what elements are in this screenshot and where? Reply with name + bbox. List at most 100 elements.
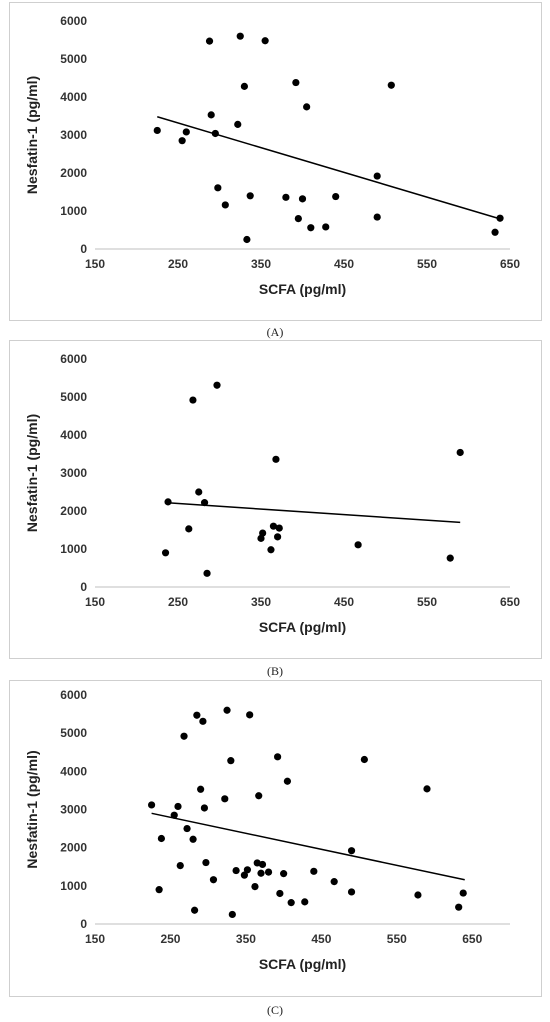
chart-c-data-point — [280, 870, 288, 878]
chart-c-data-point — [193, 711, 201, 719]
chart-a-data-point — [307, 224, 315, 232]
chart-a-y-tick-label: 3000 — [60, 128, 87, 142]
chart-a-data-point — [387, 81, 395, 89]
chart-c-x-tick-label: 150 — [85, 932, 105, 946]
chart-b-data-point — [446, 554, 454, 562]
chart-c-data-point — [228, 910, 236, 919]
chart-panel-a: 0 1000 2000 3000 4000 5000 6000 150 250 350 450 550… — [9, 2, 542, 321]
chart-b-y-tick-label: 3000 — [60, 466, 87, 480]
chart-b-y-axis-title: Nesfatin-1 (pg/ml) — [24, 414, 40, 532]
chart-b-data-point — [200, 499, 209, 507]
chart-c-data-point — [347, 847, 356, 855]
chart-a-data-point — [292, 78, 300, 87]
chart-panel-b: 0 1000 2000 3000 4000 5000 6000 150 250 350 450 550… — [9, 340, 542, 659]
chart-c-data-point — [264, 868, 273, 876]
chart-b-trendline — [165, 501, 461, 524]
chart-c-data-point — [276, 889, 284, 898]
chart-c-y-tick-label: 5000 — [60, 726, 87, 740]
chart-c-trendline — [151, 812, 465, 881]
chart-b-data-point — [267, 546, 275, 554]
chart-c-data-point — [147, 801, 156, 809]
chart-c-data-point — [243, 866, 252, 874]
chart-c-data-point — [183, 824, 191, 833]
chart-b-data-point — [195, 488, 203, 496]
chart-a-x-axis-title: SCFA (pg/ml) — [259, 281, 346, 297]
chart-c-data-point — [246, 711, 254, 719]
chart-a-y-tick-label: 2000 — [60, 166, 87, 180]
chart-c-data-point — [240, 871, 248, 879]
chart-c-data-point — [221, 795, 229, 803]
chart-a-data-point — [373, 213, 381, 221]
chart-b-x-tick-label: 650 — [500, 595, 520, 609]
scatter-chart-c: 0 1000 2000 3000 4000 5000 6000 150 250 350 450 550… — [24, 688, 510, 972]
chart-c-data-point — [189, 835, 197, 843]
chart-c-data-point — [274, 753, 282, 761]
chart-b-y-tick-label: 4000 — [60, 428, 87, 442]
chart-b-x-tick-label: 250 — [168, 595, 188, 609]
chart-a-data-point — [243, 235, 251, 244]
chart-b-x-tick-label: 350 — [251, 595, 271, 609]
chart-a-data-point — [221, 201, 229, 209]
chart-b-data-point — [274, 533, 282, 541]
chart-b-data-point — [269, 522, 278, 530]
chart-b-data-point — [203, 569, 211, 577]
chart-c-data-point — [257, 869, 265, 877]
caption-b: (B) — [267, 664, 283, 678]
chart-a-data-point — [207, 111, 215, 119]
chart-c-data-point — [283, 777, 292, 785]
chart-a-y-axis-title: Nesfatin-1 (pg/ml) — [24, 76, 40, 194]
chart-c-data-point — [251, 882, 259, 891]
chart-c-data-point — [347, 888, 356, 896]
chart-c-data-point — [414, 891, 422, 899]
chart-b-data-point — [354, 541, 362, 549]
chart-a-data-point — [298, 195, 307, 203]
chart-a-data-point — [491, 228, 499, 236]
chart-b-y-tick-label: 1000 — [60, 542, 87, 556]
chart-c-data-point — [227, 757, 235, 765]
chart-a-data-point — [246, 192, 254, 200]
chart-c-data-point — [459, 889, 467, 897]
chart-a-x-tick-label: 150 — [85, 257, 105, 271]
chart-a-data-point — [178, 137, 186, 145]
chart-b-data-point — [185, 525, 193, 533]
chart-b-x-tick-label: 150 — [85, 595, 105, 609]
chart-c-data-point — [155, 886, 163, 894]
chart-c-data-point — [202, 858, 210, 867]
chart-a-data-point — [322, 223, 330, 231]
scatter-chart-b: 0 1000 2000 3000 4000 5000 6000 150 250 350 450 550… — [24, 352, 520, 635]
chart-b-y-tick-label: 0 — [80, 580, 87, 594]
chart-c-data-point — [157, 834, 165, 843]
chart-a-data-point — [182, 128, 190, 136]
chart-a-trendline — [157, 116, 502, 221]
chart-c-x-tick-label: 250 — [160, 932, 180, 946]
chart-a-data-point — [303, 103, 311, 111]
chart-c-y-tick-label: 4000 — [60, 764, 87, 778]
chart-a-data-point — [496, 214, 504, 222]
chart-c-data-point — [170, 811, 178, 819]
chart-c-data-point — [455, 903, 463, 911]
chart-c-y-tick-label: 1000 — [60, 879, 87, 893]
chart-b-y-tick-label: 2000 — [60, 504, 87, 518]
chart-c-data-point — [180, 732, 188, 740]
chart-a-y-tick-label: 1000 — [60, 204, 87, 218]
chart-c-data-point — [174, 802, 182, 811]
chart-a-data-point — [261, 37, 269, 45]
chart-c-data-point — [330, 878, 338, 886]
chart-b-data-point — [259, 529, 267, 537]
chart-c-x-tick-label: 450 — [311, 932, 331, 946]
chart-c-data-point — [191, 906, 199, 914]
caption-a: (A) — [266, 325, 284, 339]
chart-panel-c: 0 1000 2000 3000 4000 5000 6000 150 250 350 450 550… — [9, 680, 542, 997]
chart-a-y-tick-label: 0 — [80, 242, 87, 256]
chart-c-data-point — [232, 866, 240, 875]
chart-a-data-point — [373, 172, 381, 180]
chart-c-data-point — [310, 867, 318, 875]
chart-a-y-tick-label: 6000 — [60, 14, 87, 28]
chart-a-data-point — [234, 120, 242, 128]
chart-c-data-point — [258, 860, 267, 869]
chart-b-data-point — [213, 381, 221, 389]
chart-b-data-point — [161, 549, 170, 557]
chart-a-x-tick-label: 650 — [500, 257, 520, 271]
chart-a-data-point — [236, 32, 244, 40]
chart-a-data-point — [205, 37, 214, 45]
